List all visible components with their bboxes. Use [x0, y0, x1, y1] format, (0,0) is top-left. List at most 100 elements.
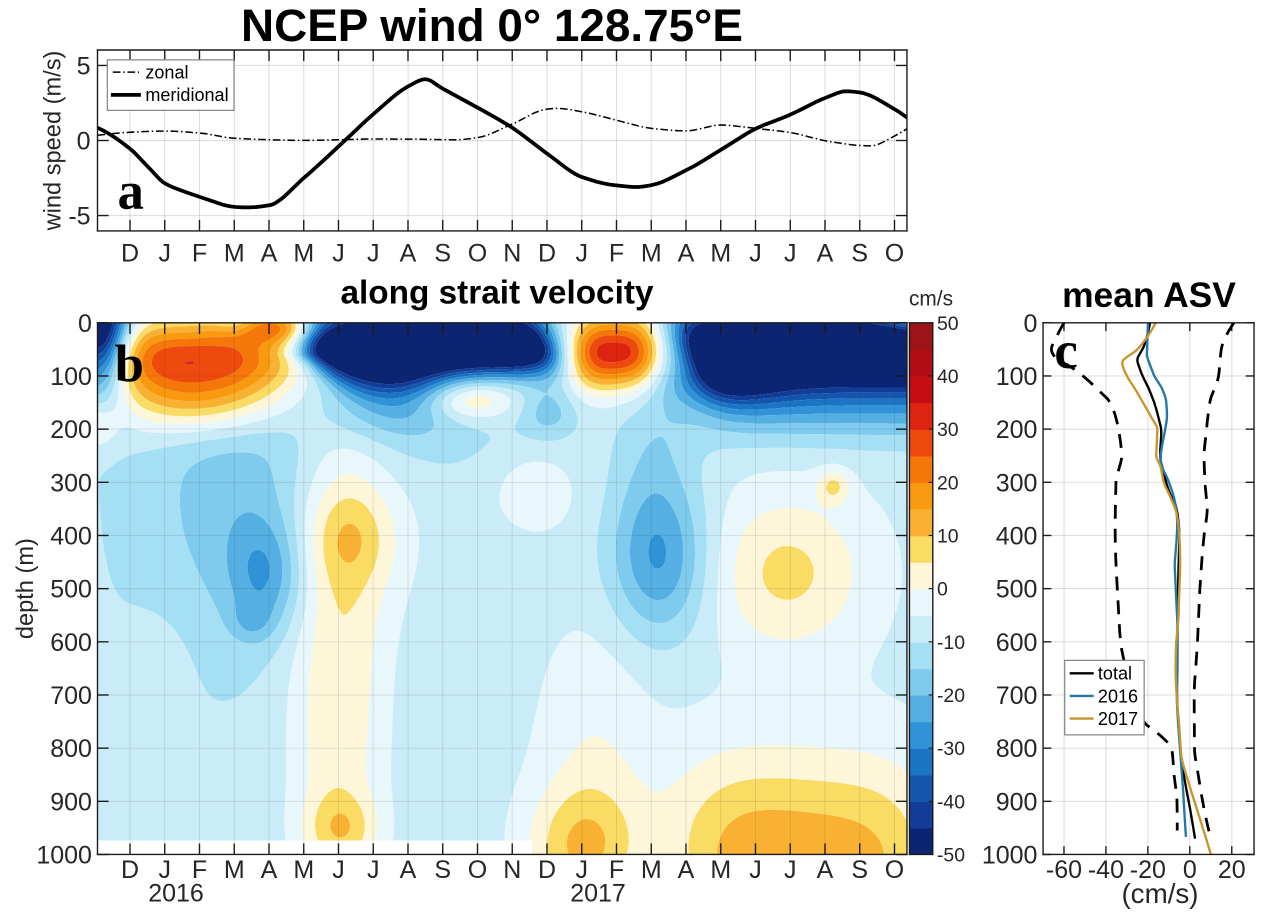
svg-text:b: b	[115, 336, 144, 394]
svg-text:A: A	[817, 240, 834, 268]
svg-text:1000: 1000	[982, 842, 1038, 870]
svg-text:D: D	[538, 856, 556, 884]
svg-text:J: J	[575, 240, 588, 268]
svg-text:J: J	[367, 240, 380, 268]
svg-text:200: 200	[996, 416, 1038, 444]
svg-text:meridional: meridional	[145, 85, 228, 105]
svg-text:500: 500	[50, 576, 92, 604]
svg-text:M: M	[224, 240, 245, 268]
svg-text:mean ASV: mean ASV	[1062, 275, 1236, 315]
svg-text:J: J	[332, 240, 345, 268]
svg-text:1000: 1000	[36, 842, 92, 870]
svg-text:900: 900	[996, 788, 1038, 816]
svg-text:M: M	[641, 856, 662, 884]
svg-text:40: 40	[937, 366, 959, 388]
svg-text:600: 600	[996, 629, 1038, 657]
svg-text:J: J	[749, 240, 762, 268]
svg-text:0: 0	[1024, 310, 1038, 338]
svg-text:A: A	[261, 856, 278, 884]
svg-text:M: M	[293, 240, 314, 268]
svg-text:300: 300	[50, 469, 92, 497]
svg-text:wind speed (m/s): wind speed (m/s)	[41, 51, 67, 232]
svg-text:A: A	[678, 856, 695, 884]
svg-text:(cm/s): (cm/s)	[1121, 878, 1198, 909]
svg-text:800: 800	[50, 735, 92, 763]
svg-text:2016: 2016	[1098, 686, 1138, 706]
svg-text:2017: 2017	[1098, 709, 1138, 729]
svg-text:A: A	[261, 240, 278, 268]
svg-text:S: S	[851, 240, 868, 268]
svg-text:0: 0	[1183, 856, 1197, 884]
svg-text:A: A	[400, 240, 417, 268]
svg-text:N: N	[503, 240, 521, 268]
svg-text:30: 30	[937, 419, 959, 441]
svg-text:M: M	[293, 856, 314, 884]
svg-text:50: 50	[937, 313, 959, 335]
svg-text:300: 300	[996, 469, 1038, 497]
svg-text:400: 400	[996, 523, 1038, 551]
svg-text:2017: 2017	[570, 879, 626, 907]
svg-text:J: J	[575, 856, 588, 884]
svg-text:N: N	[503, 856, 521, 884]
svg-text:O: O	[468, 240, 487, 268]
svg-text:S: S	[434, 240, 451, 268]
svg-text:M: M	[224, 856, 245, 884]
svg-text:J: J	[784, 240, 797, 268]
svg-text:0: 0	[937, 579, 948, 601]
svg-text:F: F	[192, 856, 207, 884]
svg-text:O: O	[885, 240, 904, 268]
svg-text:F: F	[609, 240, 624, 268]
svg-text:0: 0	[78, 310, 92, 338]
svg-text:total: total	[1098, 664, 1132, 684]
svg-text:O: O	[468, 856, 487, 884]
svg-text:-30: -30	[937, 738, 965, 760]
svg-text:S: S	[434, 856, 451, 884]
svg-text:M: M	[641, 240, 662, 268]
svg-text:NCEP wind 0° 128.75°E: NCEP wind 0° 128.75°E	[241, 0, 743, 51]
svg-text:-40: -40	[937, 791, 965, 813]
svg-text:100: 100	[996, 363, 1038, 391]
svg-text:-20: -20	[1130, 856, 1166, 884]
svg-text:2016: 2016	[148, 879, 204, 907]
svg-text:20: 20	[1218, 856, 1246, 884]
svg-text:A: A	[678, 240, 695, 268]
svg-text:-50: -50	[937, 845, 965, 867]
svg-text:700: 700	[996, 682, 1038, 710]
svg-text:O: O	[885, 856, 904, 884]
svg-text:F: F	[609, 856, 624, 884]
svg-text:A: A	[400, 856, 417, 884]
svg-text:M: M	[710, 856, 731, 884]
svg-text:c: c	[1054, 322, 1077, 380]
svg-text:F: F	[192, 240, 207, 268]
svg-text:D: D	[121, 856, 139, 884]
svg-text:J: J	[332, 856, 345, 884]
svg-text:600: 600	[50, 629, 92, 657]
svg-text:200: 200	[50, 416, 92, 444]
svg-text:M: M	[710, 240, 731, 268]
svg-text:500: 500	[996, 576, 1038, 604]
svg-text:-10: -10	[937, 632, 965, 654]
svg-text:-20: -20	[937, 685, 965, 707]
svg-text:20: 20	[937, 472, 959, 494]
svg-text:800: 800	[996, 735, 1038, 763]
svg-text:J: J	[784, 856, 797, 884]
svg-text:0: 0	[77, 128, 91, 156]
svg-text:zonal: zonal	[145, 62, 188, 82]
svg-text:J: J	[158, 856, 171, 884]
svg-text:D: D	[121, 240, 139, 268]
svg-text:100: 100	[50, 363, 92, 391]
svg-text:10: 10	[937, 526, 959, 548]
svg-text:5: 5	[77, 53, 91, 81]
svg-text:J: J	[749, 856, 762, 884]
svg-text:J: J	[367, 856, 380, 884]
svg-text:S: S	[851, 856, 868, 884]
svg-text:A: A	[817, 856, 834, 884]
svg-text:-60: -60	[1046, 856, 1082, 884]
svg-text:a: a	[117, 163, 143, 221]
svg-text:400: 400	[50, 523, 92, 551]
svg-text:D: D	[538, 240, 556, 268]
svg-text:-40: -40	[1088, 856, 1124, 884]
svg-text:-5: -5	[68, 203, 90, 231]
svg-text:900: 900	[50, 788, 92, 816]
svg-text:700: 700	[50, 682, 92, 710]
